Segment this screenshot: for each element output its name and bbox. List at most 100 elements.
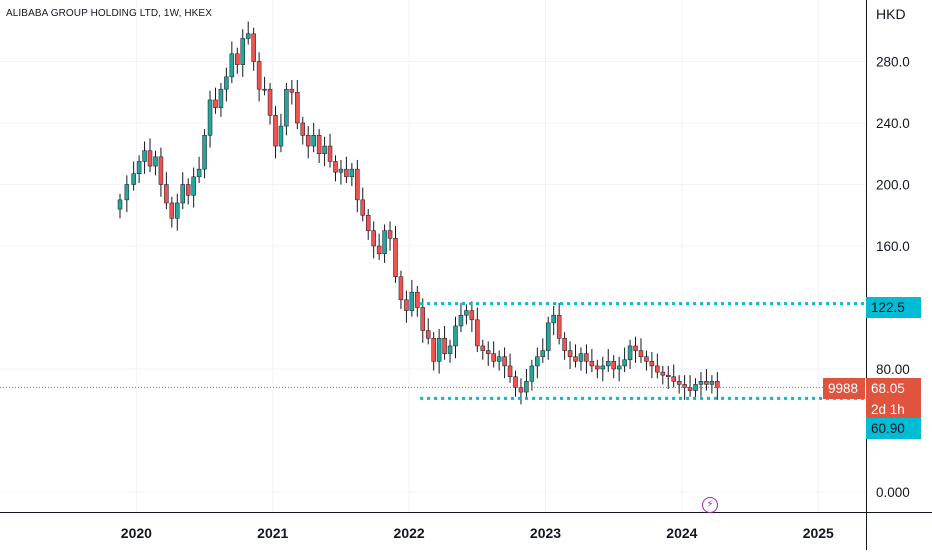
candle-body [425,330,431,339]
y-tick-label: 240.0 [876,116,910,131]
candle-body [142,150,147,162]
candle-body [704,381,709,385]
candle-body [409,291,415,311]
candle-body [687,387,693,391]
last-price-label: 68.05 [866,378,921,399]
candle-body [556,314,562,339]
candle-body [404,299,409,311]
bar-countdown-label: 2d 1h [866,399,921,420]
y-tick-label: 0.000 [876,485,910,500]
candle-body [251,33,256,62]
candle-body [491,353,496,362]
x-tick-label: 2023 [530,525,561,541]
candle-body [262,88,267,91]
candle-body [469,310,475,321]
candle-body [164,184,169,204]
candle-body [124,184,130,201]
candle-body [709,381,715,385]
candle-body [447,345,453,354]
candle-body [360,199,366,216]
candle-body [376,245,382,254]
candle-body [213,99,218,108]
candle-body [655,365,660,373]
candle-body [573,356,578,362]
symbol-badge: 9988 [823,378,865,399]
candle-body [311,135,316,147]
candle-body [117,199,123,210]
candle-body [273,115,278,147]
candle-body [600,365,606,370]
candle-body [175,202,180,219]
y-tick-label: 80.00 [876,362,910,377]
candle-body [715,381,720,388]
candle-body [393,238,398,278]
lightning-icon[interactable]: ⚡ [702,497,718,513]
candle-body [513,376,518,388]
candle-body [136,161,142,174]
y-tick-label: 160.0 [876,239,910,254]
candle-body [595,365,600,370]
candle-body [671,376,676,382]
candle-body [420,307,426,331]
candle-body [256,61,262,90]
candle-body [480,345,486,351]
candle-body [545,322,551,351]
candle-body [191,176,196,196]
candle-body [349,168,355,178]
candle-body [196,168,202,178]
candle-body [496,356,502,362]
candle-body [633,345,638,351]
candle-body [338,168,344,173]
candle-body [284,88,289,127]
candle-body [202,135,207,170]
candle-body [540,350,546,357]
currency-label[interactable]: HKD [876,6,906,22]
candle-body [207,99,213,136]
candle-body [316,135,322,155]
candle-body [333,161,338,173]
candle-body [524,381,529,393]
resistance-price-label: 122.5 [866,297,921,318]
candle-body [300,122,306,136]
candle-body [567,350,573,357]
candle-body [278,125,284,147]
candle-body [676,381,682,385]
candle-body [627,345,633,361]
x-tick-label: 2022 [394,525,425,541]
candle-body [436,338,442,362]
candle-body [240,38,246,65]
candle-body [698,381,704,385]
candle-body [518,387,524,393]
candle-body [235,53,240,65]
y-tick-label: 200.0 [876,178,910,193]
candle-body [267,88,273,116]
candle-body [245,33,251,39]
candle-body [387,230,393,239]
candle-body [382,230,387,254]
candle-body [180,184,185,204]
x-tick-label: 2021 [257,525,288,541]
candle-body [415,291,420,308]
candle-body [289,88,295,93]
candle-body [158,156,164,185]
candle-body [355,168,360,201]
candle-body [578,353,584,362]
candle-body [644,356,649,362]
candle-body [611,361,616,370]
candle-body [398,276,404,301]
candle-body [327,145,333,162]
x-tick-label: 2020 [121,525,152,541]
candle-body [131,173,136,185]
candle-body [535,356,540,367]
candle-body [442,338,447,354]
candle-body [295,92,300,124]
y-tick-label: 280.0 [876,55,910,70]
candle-body [622,359,627,367]
candle-body [616,365,622,370]
candle-body [344,168,349,178]
candle-body [305,135,311,147]
candle-body [475,319,480,347]
candle-body [431,338,436,362]
